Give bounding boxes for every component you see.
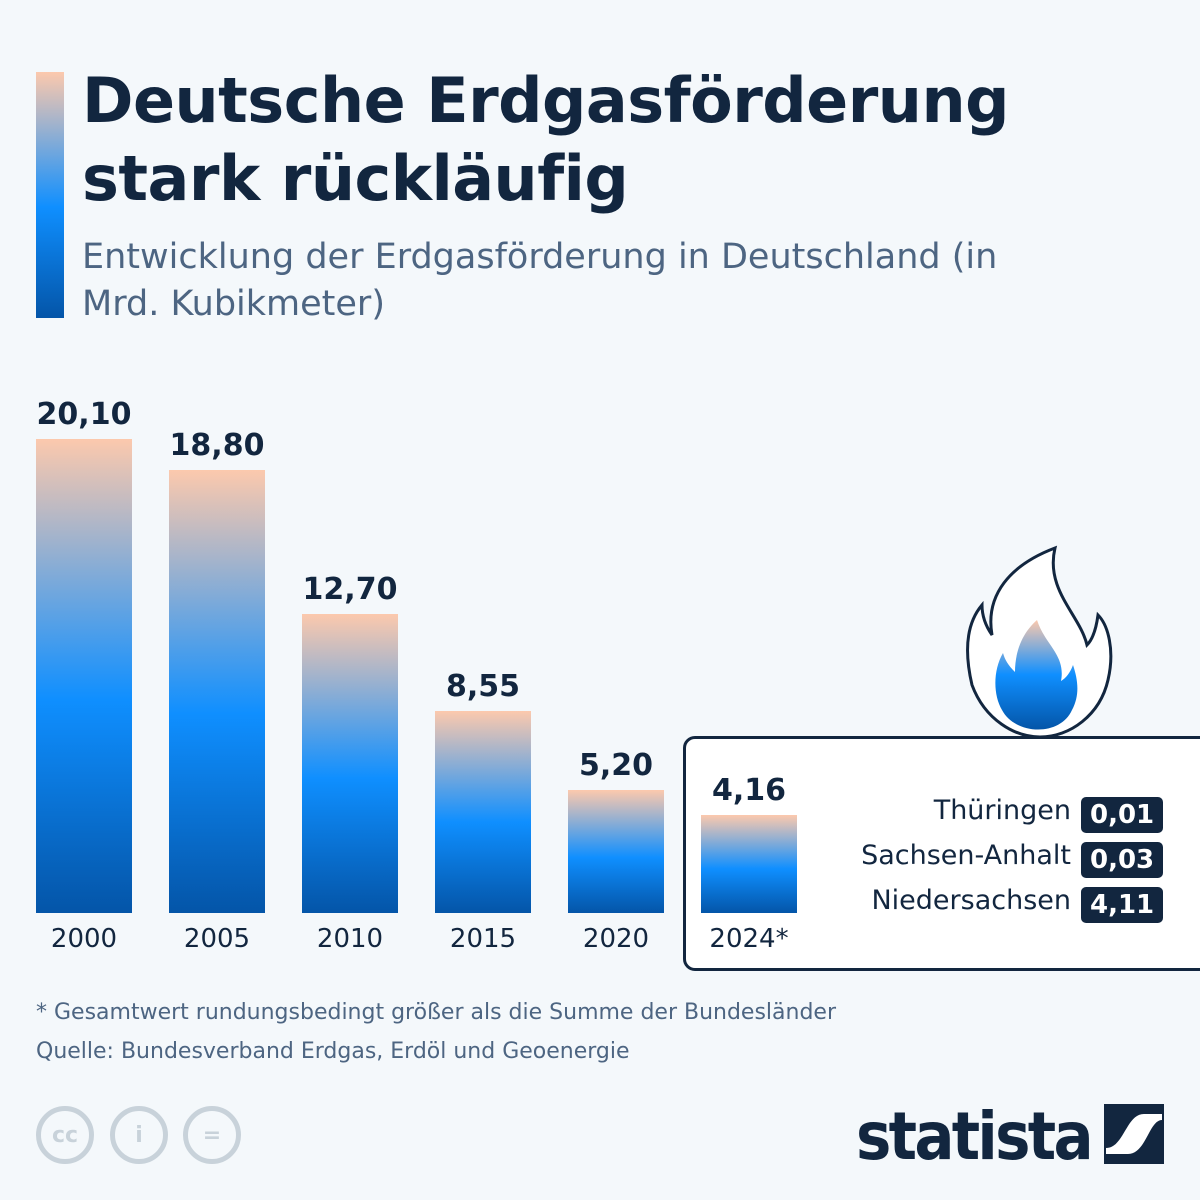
- data-label: 8,55: [445, 669, 521, 705]
- state-label: Thüringen: [933, 795, 1071, 826]
- state-label: Sachsen-Anhalt: [861, 840, 1071, 871]
- x-tick-label: 2024*: [709, 924, 789, 954]
- bar-2024*: [701, 814, 797, 913]
- bar-2010: [302, 613, 398, 913]
- data-label: 5,20: [578, 748, 654, 784]
- chart-subtitle: Entwicklung der Erdgasförderung in Deuts…: [82, 237, 998, 324]
- state-label: Niedersachsen: [871, 885, 1071, 916]
- x-tick-label: 2010: [316, 924, 384, 954]
- data-label: 20,10: [36, 397, 132, 432]
- x-tick-label: 2000: [50, 924, 118, 954]
- bar-2020: [568, 790, 664, 913]
- footnote: * Gesamtwert rundungsbedingt größer als …: [36, 1000, 837, 1025]
- statista-logo[interactable]: statista: [856, 1098, 1094, 1175]
- accent-bar: [36, 72, 64, 318]
- x-tick-label: 2020: [582, 924, 650, 954]
- x-tick-label: 2015: [449, 924, 517, 954]
- state-value-badge: 0,01: [1081, 797, 1164, 833]
- statista-logo-mark: [1104, 1104, 1164, 1164]
- nd-icon[interactable]: =: [183, 1106, 241, 1164]
- cc-icon[interactable]: cc: [36, 1106, 94, 1164]
- data-label: 12,70: [302, 571, 398, 607]
- source: Quelle: Bundesverband Erdgas, Erdöl und …: [36, 1039, 630, 1064]
- state-value-badge: 4,11: [1081, 887, 1164, 923]
- data-label: 18,80: [169, 427, 265, 463]
- flame-icon: [966, 545, 1113, 739]
- by-icon[interactable]: i: [110, 1106, 168, 1164]
- chart-title: Deutsche Erdgasförderung stark rückläufi…: [82, 64, 1009, 215]
- x-tick-label: 2005: [183, 924, 251, 954]
- data-label: 4,16: [711, 772, 787, 808]
- bar-2005: [169, 469, 265, 913]
- bar-2000: [36, 439, 132, 913]
- bar-2015: [435, 711, 531, 913]
- state-value-badge: 0,03: [1081, 842, 1164, 878]
